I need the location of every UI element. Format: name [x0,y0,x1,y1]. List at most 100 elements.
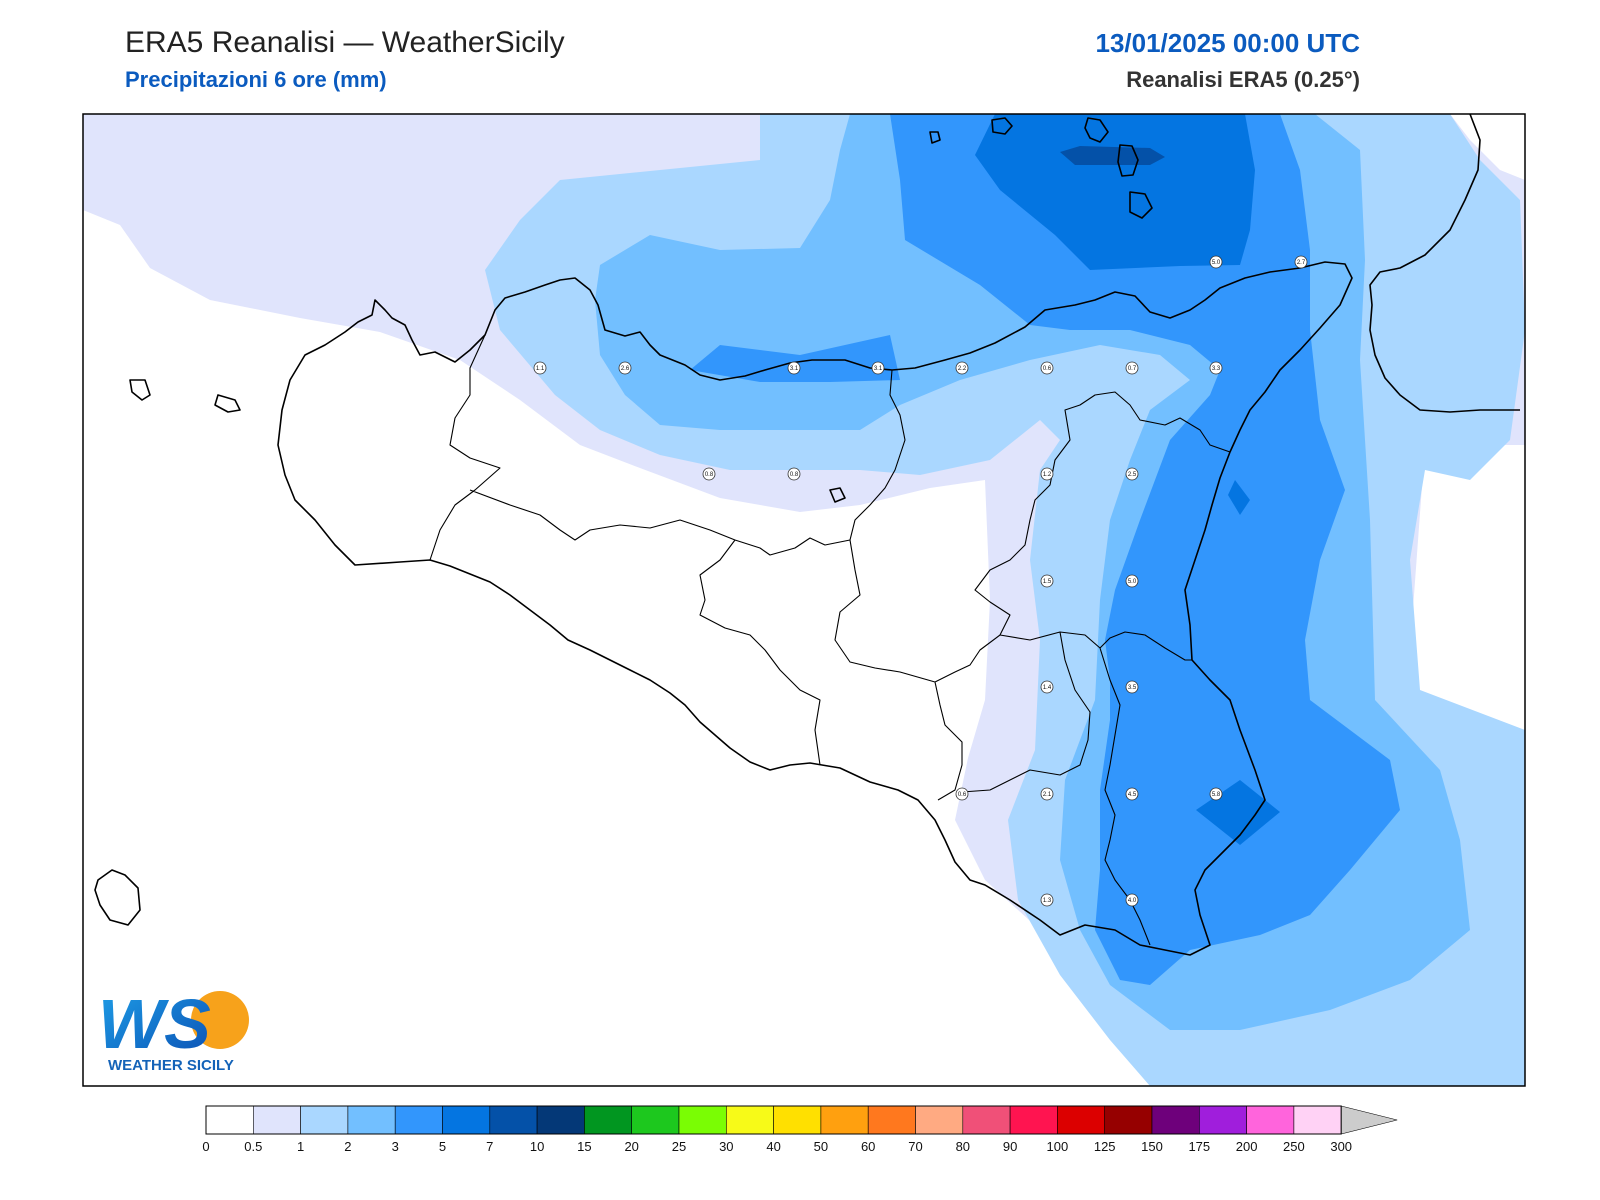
point-value-label: 2.7 [1297,260,1306,266]
colorbar-segment [489,1105,538,1135]
colorbar-tick-label: 0.5 [244,1139,262,1154]
point-value-marker: 5.0 [1125,574,1139,588]
colorbar-segment [536,1105,585,1135]
colorbar-segment [820,1105,869,1135]
band-5-7mm-north [975,114,1255,270]
point-value-label: 1.1 [536,366,545,372]
point-value-label: 0.7 [1128,366,1137,372]
colorbar-tick-label: 90 [1003,1139,1017,1154]
point-value-label: 2.6 [621,366,630,372]
point-value-marker: 2.2 [955,361,969,375]
point-value-marker: 1.2 [1040,467,1054,481]
coastlines [94,113,1520,956]
colorbar-segment [1009,1105,1058,1135]
colorbar-tick-label: 20 [624,1139,638,1154]
point-value-marker: 0.6 [1040,361,1054,375]
eolie-island-1 [991,117,1013,135]
point-value-marker: 1.1 [533,361,547,375]
colorbar-tick-label: 150 [1141,1139,1163,1154]
point-value-label: 4.0 [1128,898,1137,904]
colorbar-segment [584,1105,633,1135]
colorbar-tick-label: 1 [297,1139,304,1154]
band-3-5mm-coast [690,335,900,382]
point-value-label: 4.5 [1128,792,1137,798]
precipitation-colorbar: 0 0.5 1 2 3 5 7 10 15 20 25 30 40 50 60 70 80 90 100 125 150… [202,1105,1398,1154]
map-subtitle: Precipitazioni 6 ore (mm) [125,67,387,92]
band-3-5mm [890,114,1400,985]
colorbar-tick-label: 125 [1094,1139,1116,1154]
point-value-marker: 1.5 [1040,574,1054,588]
colorbar-tick-label: 60 [861,1139,875,1154]
point-value-label: 5.0 [1212,260,1221,266]
colorbar-segment [1104,1105,1153,1135]
colorbar-segment [442,1105,491,1135]
eolie-island-4 [1129,191,1153,219]
point-value-label: 3.3 [1212,366,1221,372]
colorbar-tick-label: 70 [908,1139,922,1154]
sicily-coast [277,261,1353,956]
point-value-label: 0.8 [790,472,799,478]
colorbar-segment [1293,1105,1342,1135]
band-5-7mm-strait [1228,480,1250,515]
colorbar-tick-label: 200 [1236,1139,1258,1154]
colorbar-extend-arrow [1340,1105,1398,1135]
colorbar-segment [1057,1105,1106,1135]
colorbar-tick-label: 15 [577,1139,591,1154]
band-7-10mm [1060,146,1165,165]
colorbar-segment [253,1105,301,1135]
colorbar-tick-label: 5 [439,1139,446,1154]
point-value-marker: 4.0 [1125,893,1139,907]
point-value-label: 0.6 [958,792,967,798]
colorbar-segment [1199,1105,1247,1135]
dry-area-northeast [1450,114,1525,180]
colorbar-tick-label: 0 [202,1139,209,1154]
colorbar-tick-label: 175 [1188,1139,1210,1154]
colorbar-tick-label: 30 [719,1139,733,1154]
calabria-coast [1369,113,1520,413]
dry-area-west [83,210,1150,1086]
point-value-label: 5.8 [1212,792,1221,798]
point-value-label: 2.1 [1043,792,1052,798]
point-value-marker: 3.5 [1125,680,1139,694]
map-title: ERA5 Reanalisi — WeatherSicily [125,26,565,59]
point-value-marker: 4.5 [1125,787,1139,801]
colorbar-tick-label: 25 [672,1139,686,1154]
point-value-marker: 3.1 [787,361,801,375]
colorbar-segment [915,1105,964,1135]
colorbar-segment [678,1105,727,1135]
point-value-marker: 3.3 [1209,361,1223,375]
point-value-marker: 0.8 [702,467,716,481]
point-value-label: 2.2 [958,366,967,372]
colorbar-tick-label: 7 [486,1139,493,1154]
point-value-marker: 2.5 [1125,467,1139,481]
valid-datetime: 13/01/2025 00:00 UTC [1095,28,1360,58]
logo-sun-icon [191,991,249,1049]
colorbar-tick-label: 3 [392,1139,399,1154]
point-value-label: 1.5 [1043,579,1052,585]
colorbar-tick-label: 80 [956,1139,970,1154]
colorbar-segment [725,1105,774,1135]
weathersicily-logo: WS WEATHER SICILY [98,985,249,1074]
point-value-label: 0.6 [1043,366,1052,372]
data-source: Reanalisi ERA5 (0.25°) [1126,67,1360,92]
colorbar-tick-label: 250 [1283,1139,1305,1154]
point-value-label: 1.2 [1043,472,1052,478]
point-labels: 1.1 2.6 3.1 3.1 2.2 0.6 0.7 3.3 5.0 2.7 0.8 0.8 1.2 2… [533,255,1308,907]
eolie-island-2 [1084,117,1109,143]
point-value-label: 0.8 [705,472,714,478]
point-value-marker: 3.1 [871,361,885,375]
egadi-island-1 [129,379,151,401]
colorbar-segment [773,1105,822,1135]
dry-area-east [1410,445,1525,735]
point-value-marker: 1.3 [1040,893,1054,907]
colorbar-segment [300,1105,349,1135]
colorbar-segment [1151,1105,1200,1135]
point-value-marker: 0.6 [955,787,969,801]
egadi-island-2 [214,394,241,413]
point-value-marker: 0.8 [787,467,801,481]
colorbar-segment [394,1105,443,1135]
point-value-label: 5.0 [1128,579,1137,585]
logo-letters: WS [98,985,211,1063]
colorbar-segment [631,1105,680,1135]
